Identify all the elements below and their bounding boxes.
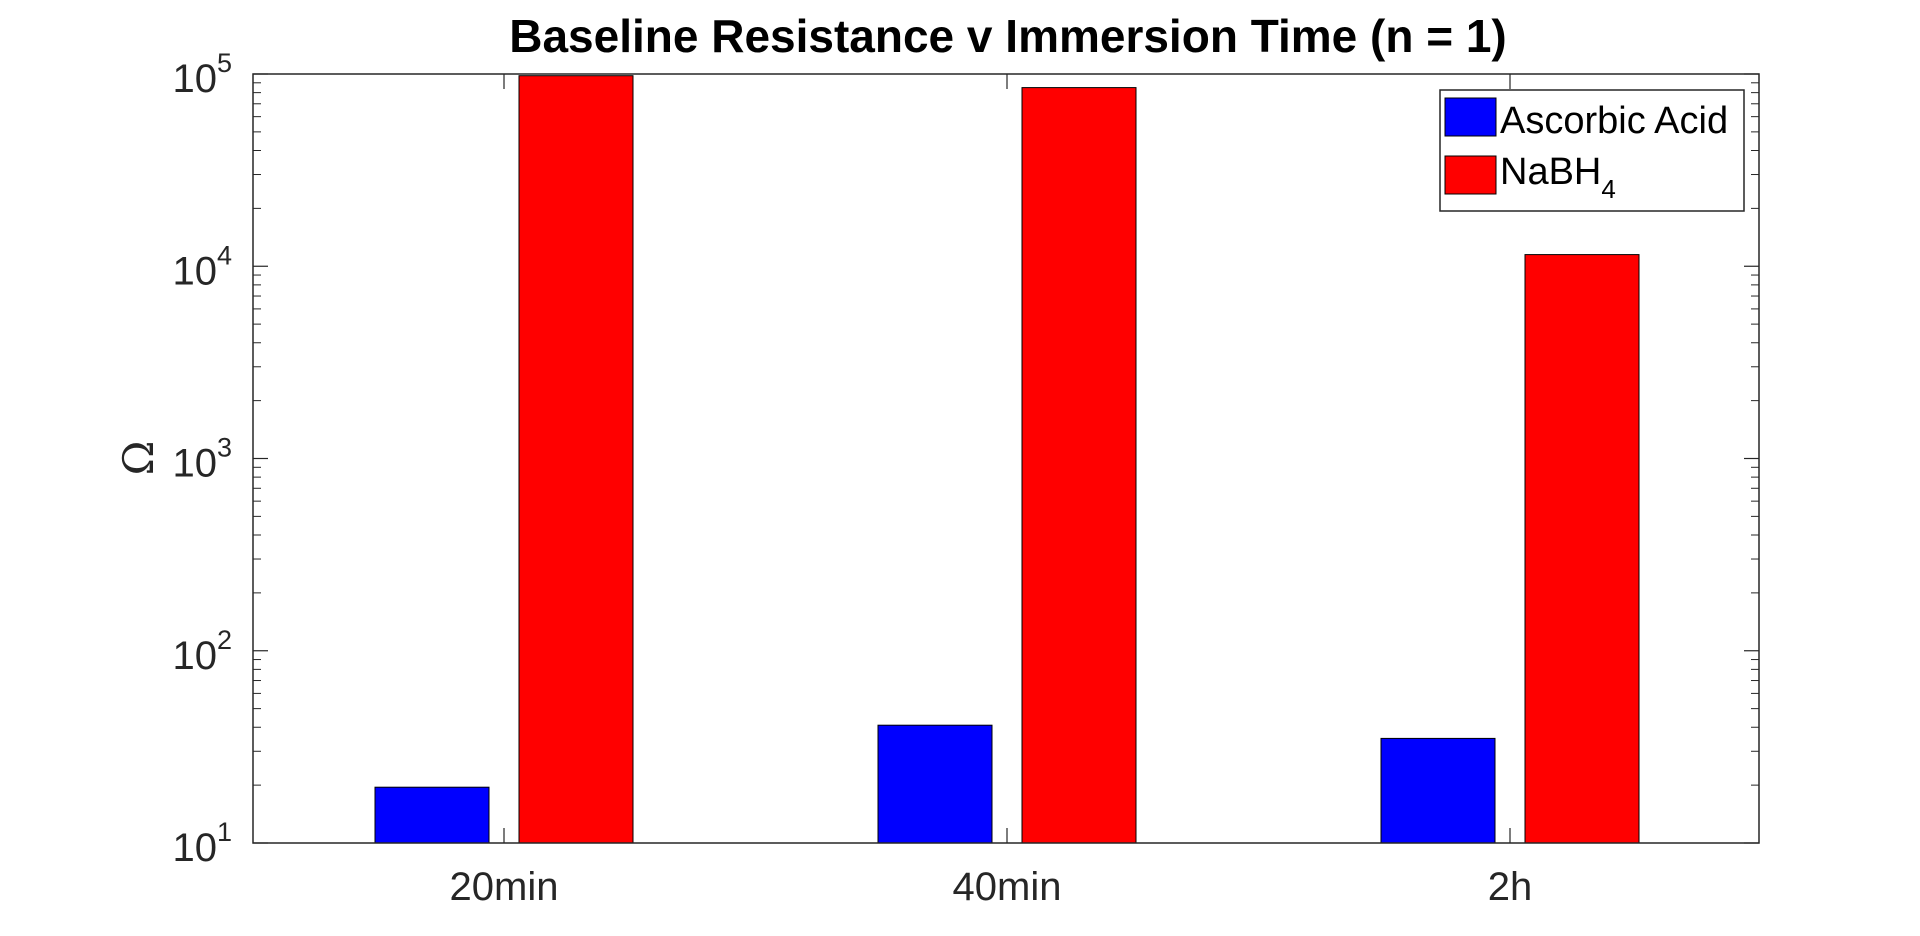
y-tick-label-exponent: 2 <box>217 625 232 655</box>
y-tick-label-base: 10 <box>172 634 217 678</box>
bar-ascorbic-acid-2h <box>1380 737 1496 844</box>
legend-label-nabh4-base: NaBH <box>1500 151 1601 193</box>
y-tick-label-exponent: 3 <box>217 433 232 463</box>
y-tick-label-exponent: 1 <box>217 817 232 847</box>
chart-title: Baseline Resistance v Immersion Time (n … <box>509 10 1507 62</box>
legend-swatch-ascorbic-acid <box>1444 97 1497 137</box>
bar-ascorbic-acid-20min <box>374 786 490 844</box>
plot-frame <box>252 73 1760 844</box>
bar-ascorbic-acid-40min <box>877 724 993 844</box>
y-tick-label-4: 104 <box>172 240 232 293</box>
y-axis-label: Ω <box>114 441 163 476</box>
x-axis-ticks: 20min 40min 2h <box>450 74 1533 909</box>
y-tick-label-3: 103 <box>172 433 232 486</box>
bar-nabh4-2h <box>1524 254 1640 844</box>
legend-swatch-nabh4 <box>1444 155 1497 195</box>
legend: Ascorbic Acid NaBH4 <box>1439 89 1745 212</box>
legend-label-nabh4: NaBH4 <box>1500 151 1616 204</box>
y-tick-label-2: 102 <box>172 625 232 678</box>
y-tick-label-exponent: 5 <box>217 48 232 78</box>
y-tick-label-1: 101 <box>172 817 232 870</box>
x-tick-label-20min: 20min <box>450 865 559 909</box>
y-tick-label-base: 10 <box>172 442 217 486</box>
x-tick-label-2h: 2h <box>1488 865 1533 909</box>
y-tick-label-exponent: 4 <box>217 240 232 270</box>
y-tick-label-base: 10 <box>172 57 217 101</box>
legend-label-ascorbic-acid: Ascorbic Acid <box>1500 100 1728 142</box>
y-tick-label-5: 105 <box>172 48 232 101</box>
legend-label-nabh4-subscript: 4 <box>1601 174 1615 204</box>
bar-nabh4-20min <box>518 75 634 844</box>
x-tick-label-40min: 40min <box>953 865 1062 909</box>
bars-group <box>374 75 1640 844</box>
y-tick-label-base: 10 <box>172 826 217 870</box>
y-tick-label-base: 10 <box>172 249 217 293</box>
bar-nabh4-40min <box>1021 87 1137 844</box>
